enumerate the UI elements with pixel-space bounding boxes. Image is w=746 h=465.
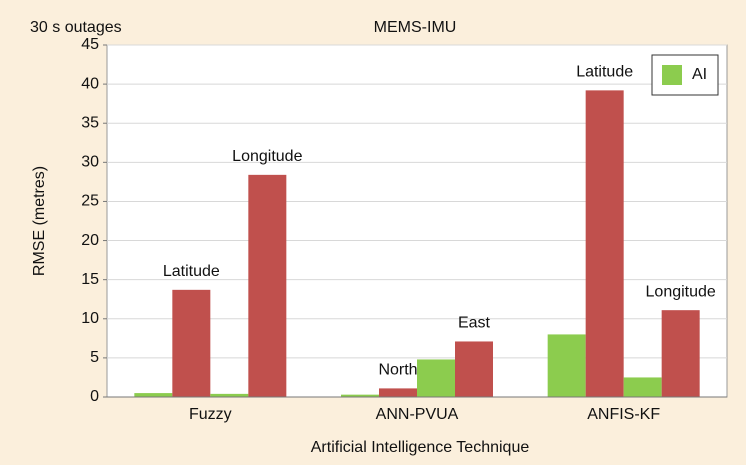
subtitle: 30 s outages — [30, 19, 122, 36]
bar — [547, 334, 586, 397]
y-tick-label: 35 — [81, 114, 99, 131]
bar — [455, 341, 493, 397]
bar — [585, 90, 624, 397]
y-tick-label: 25 — [81, 193, 99, 210]
bar — [134, 393, 173, 397]
y-tick-label: 10 — [81, 310, 99, 327]
bar-annotation: East — [458, 315, 491, 332]
bar — [248, 174, 287, 397]
bar-annotation: Longitude — [232, 148, 302, 165]
legend-swatch — [662, 65, 682, 85]
x-tick-label: ANN-PVUA — [376, 406, 459, 423]
bar-annotation: North — [378, 362, 417, 379]
y-tick-label: 45 — [81, 36, 99, 53]
x-axis-label: Artificial Intelligence Technique — [311, 439, 530, 456]
x-tick-label: Fuzzy — [189, 406, 232, 423]
y-tick-label: 5 — [90, 349, 99, 366]
y-tick-label: 40 — [81, 75, 99, 92]
bar-annotation: Longitude — [646, 283, 716, 300]
y-tick-label: 20 — [81, 232, 99, 249]
bar — [661, 310, 700, 397]
bar — [341, 394, 379, 397]
legend-label: AI — [692, 66, 707, 83]
y-tick-label: 15 — [81, 271, 99, 288]
x-tick-label: ANFIS-KF — [587, 406, 660, 423]
bar — [623, 377, 662, 397]
y-tick-label: 0 — [90, 388, 99, 405]
y-axis-label: RMSE (metres) — [31, 166, 48, 276]
bar — [417, 359, 455, 397]
bar — [379, 388, 417, 397]
y-tick-label: 30 — [81, 154, 99, 171]
legend-box — [651, 54, 719, 96]
bar — [172, 289, 211, 397]
bar-annotation: Latitude — [163, 263, 220, 280]
bar-annotation: Latitude — [576, 64, 633, 81]
bar — [210, 393, 249, 397]
chart-title: MEMS-IMU — [374, 19, 457, 36]
